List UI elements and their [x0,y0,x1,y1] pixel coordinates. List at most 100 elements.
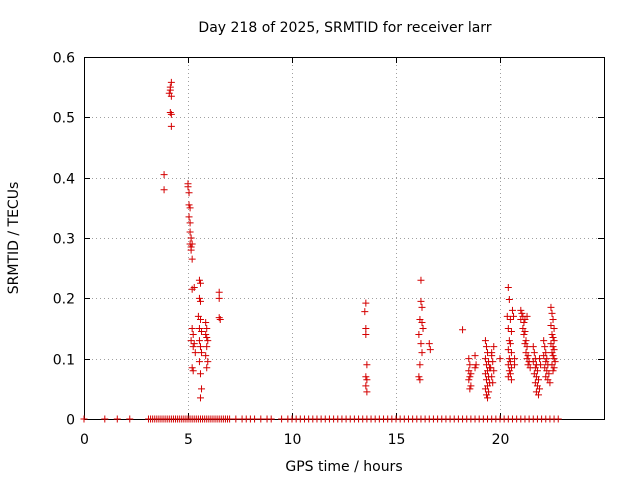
data-point [417,340,425,348]
data-point [187,246,195,254]
data-point [540,337,548,345]
data-point [191,349,199,357]
data-point [550,337,558,345]
data-point [216,315,224,323]
data-point [536,355,544,363]
data-point [510,312,518,320]
x-tick-label: 20 [492,432,510,448]
data-point [415,331,423,339]
data-point [196,343,204,351]
y-tick-label: 0.1 [53,353,75,369]
data-point [520,318,528,326]
data-point [482,343,490,351]
data-point [524,352,532,360]
data-point [481,337,489,345]
data-point [529,358,537,366]
data-point [490,343,498,351]
y-tick-label: 0.3 [53,232,75,248]
data-point [522,337,530,345]
data-point [505,296,513,304]
data-point [517,306,525,314]
data-point [186,228,194,236]
data-point [160,186,168,194]
data-point [362,331,370,339]
data-point [507,349,515,357]
data-point [550,364,558,372]
data-point [126,415,134,423]
data-point [204,337,212,345]
data-point [189,343,197,351]
data-point [363,376,371,384]
data-point [113,415,121,423]
data-point [554,415,562,423]
chart-title: Day 218 of 2025, SRMTID for receiver lar… [198,20,491,36]
data-point [549,334,557,342]
data-point [167,110,175,118]
data-point [418,318,426,326]
data-point [203,343,211,351]
data-point [188,240,196,248]
data-point [548,331,556,339]
data-point [504,325,512,332]
data-point [504,283,512,291]
data-point [425,340,433,348]
x-tick-label: 10 [284,432,302,448]
data-point [184,183,192,191]
data-point [203,325,211,332]
data-point [188,325,196,332]
data-point [186,219,194,227]
data-point [363,388,371,396]
data-point [185,213,193,221]
data-point [198,385,206,393]
data-point [540,352,548,360]
data-point [537,361,545,369]
data-point [523,343,531,351]
data-point [547,321,555,329]
data-point [278,415,286,423]
data-point [196,370,204,378]
data-point [418,349,426,357]
data-point [551,358,559,366]
data-point [465,376,473,384]
data-point [459,326,467,334]
data-point [188,364,196,372]
data-point [195,276,203,284]
data-point [471,352,479,360]
data-point [251,415,259,423]
data-point [549,315,557,323]
x-tick-label: 0 [80,432,89,448]
data-point [202,318,210,326]
data-point [203,364,211,372]
data-point [190,340,198,348]
data-point [511,355,519,363]
data-point [523,312,531,320]
data-point [185,201,193,209]
data-point [533,367,541,375]
data-point [549,367,557,375]
data-point [481,370,489,378]
data-point [472,361,480,369]
data-point [506,315,514,323]
data-point [504,346,512,354]
data-point [186,204,194,212]
data-point [101,415,109,423]
axis-ticks: 0 0.1 0.2 0.3 0.4 0.5 0.6 0 5 10 15 20 [53,51,604,448]
x-tick-label: 15 [388,432,406,448]
data-point [505,337,513,345]
data-point [362,382,370,390]
data-point [482,391,490,399]
y-tick-label: 0.5 [53,111,75,127]
data-point [196,297,204,305]
data-point [363,361,371,369]
data-points [80,78,562,423]
data-point [504,361,512,369]
data-point [232,415,240,423]
data-point [215,314,223,322]
data-point [490,367,498,375]
data-point [166,109,174,117]
data-point [195,294,203,302]
data-point [482,361,490,369]
data-point [198,349,206,357]
data-point [419,325,427,332]
